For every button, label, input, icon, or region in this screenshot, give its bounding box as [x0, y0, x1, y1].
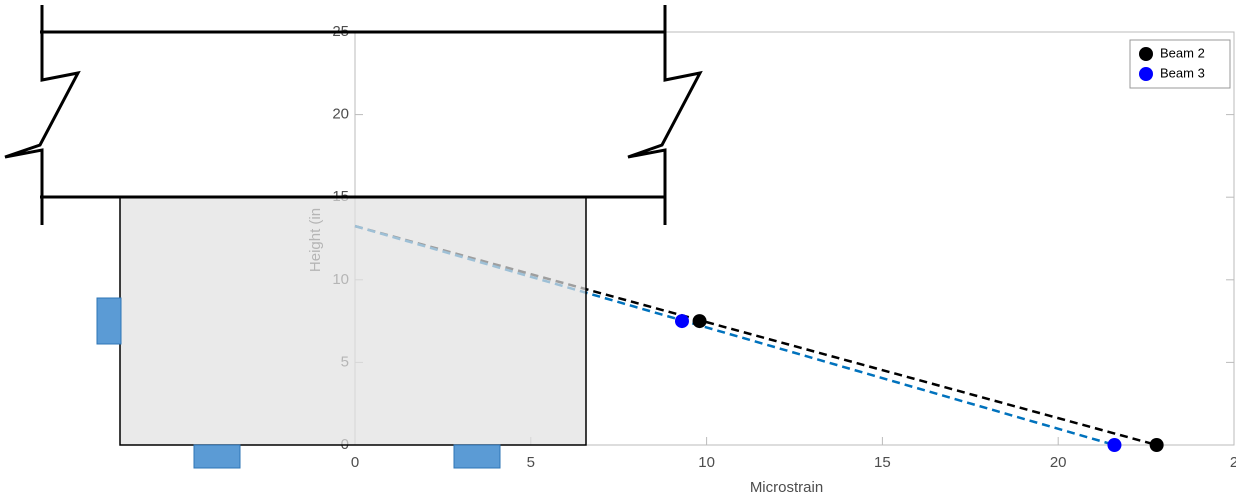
gauge: [96, 297, 122, 345]
point: [674, 314, 689, 329]
break-line: [627, 5, 703, 225]
x-tick-label: 2: [1230, 454, 1236, 471]
point: [1149, 438, 1164, 452]
legend-label: Beam 2: [1160, 45, 1205, 60]
x-tick-label: 5: [527, 454, 535, 471]
break-line: [4, 5, 81, 225]
beam-diagram: [4, 5, 703, 469]
legend-marker: [1139, 47, 1153, 61]
gauge: [193, 444, 241, 469]
fit-line: [354, 224, 1157, 447]
legend-label: Beam 3: [1160, 65, 1205, 80]
x-axis-label: Microstrain: [750, 479, 823, 496]
x-tick-label: 20: [1050, 454, 1067, 471]
x-tick-label: 10: [698, 454, 715, 471]
y-tick-label: 20: [332, 106, 349, 123]
point: [1107, 438, 1122, 452]
x-tick-label: 15: [874, 454, 891, 471]
point: [692, 314, 707, 329]
gauge: [453, 444, 501, 469]
legend: Beam 2 Beam 3: [1129, 39, 1231, 89]
beam-section: [119, 196, 587, 446]
legend-marker: [1139, 67, 1153, 81]
x-tick-label: 0: [351, 454, 359, 471]
